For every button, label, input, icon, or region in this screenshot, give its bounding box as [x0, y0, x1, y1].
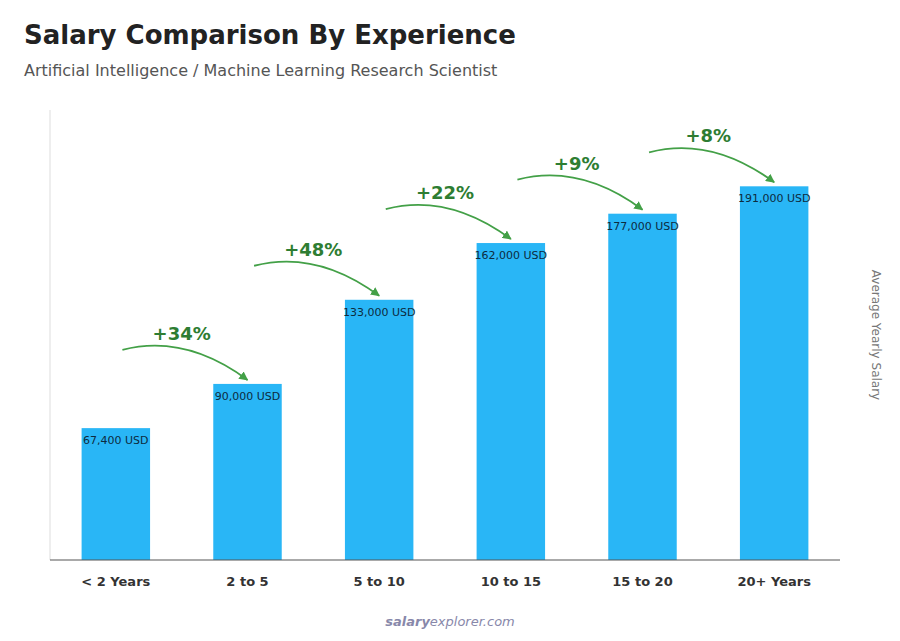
x-tick-label: 10 to 15	[481, 574, 541, 589]
chart-svg: Salary Comparison By Experience Artificia…	[0, 0, 900, 641]
x-tick-label: 5 to 10	[353, 574, 404, 589]
annotation: +48%	[284, 239, 342, 260]
x-tick-label: 15 to 20	[612, 574, 672, 589]
annotation: +8%	[686, 125, 732, 146]
data-label: 191,000 USD	[738, 192, 811, 205]
data-label: 177,000 USD	[606, 220, 679, 233]
data-label: 133,000 USD	[343, 306, 416, 319]
bar	[740, 186, 808, 560]
x-tick-label: 20+ Years	[737, 574, 811, 589]
bars	[82, 186, 809, 560]
chart-container: Salary Comparison By Experience Artificia…	[0, 0, 900, 641]
data-label: 90,000 USD	[215, 390, 281, 403]
title: Salary Comparison By Experience	[24, 20, 516, 50]
subtitle: Artificial Intelligence / Machine Learni…	[24, 61, 497, 80]
annotation: +22%	[416, 182, 474, 203]
change-arrow	[517, 175, 642, 209]
change-arrow	[122, 346, 247, 380]
change-arrow	[649, 148, 774, 182]
bar	[213, 384, 281, 560]
data-label: 67,400 USD	[83, 434, 149, 447]
bar	[82, 428, 150, 560]
change-arrow	[386, 205, 511, 239]
y-axis-label: Average Yearly Salary	[869, 270, 883, 400]
change-arrow	[254, 262, 379, 296]
watermark: salaryexplorer.com	[385, 614, 515, 629]
watermark-rest: explorer.com	[430, 614, 515, 629]
annotation: +34%	[153, 323, 211, 344]
y-axis-line	[50, 110, 51, 560]
bar	[608, 214, 676, 560]
annotation: +9%	[554, 153, 600, 174]
bar	[477, 243, 545, 560]
x-tick-label: 2 to 5	[226, 574, 268, 589]
watermark-bold: salary	[385, 614, 430, 629]
x-tick-label: < 2 Years	[81, 574, 150, 589]
data-label: 162,000 USD	[475, 249, 548, 262]
x-axis-line	[50, 560, 840, 561]
bar	[345, 300, 413, 560]
